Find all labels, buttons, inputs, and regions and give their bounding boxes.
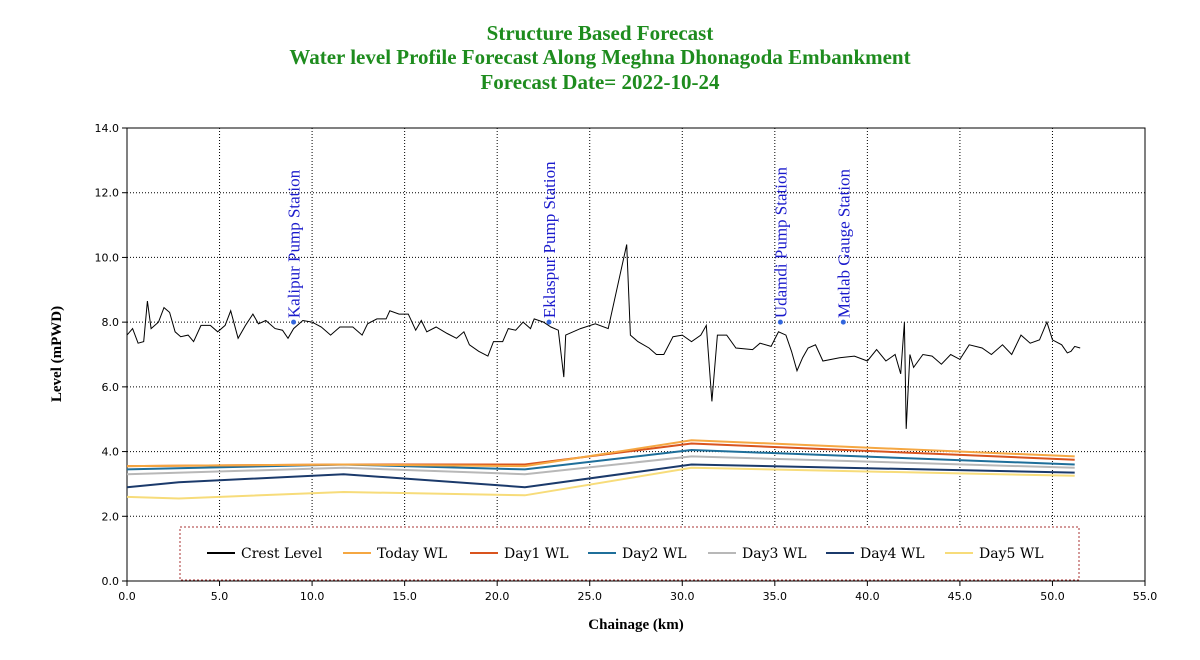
series-line [126,466,1075,500]
x-tick-label: 35.0 [763,590,788,603]
x-tick-label: 10.0 [300,590,325,603]
chart-title: Structure Based Forecast [487,21,714,45]
y-tick-label: 2.0 [102,510,120,523]
y-tick-label: 14.0 [95,122,120,135]
series-line [126,439,1075,468]
legend-label: Day5 WL [979,546,1044,562]
station-label: Matlab Gauge Station [834,168,853,318]
station-point [840,319,846,325]
series-line [126,448,1075,471]
x-axis-label: Chainage (km) [588,617,683,633]
x-tick-label: 55.0 [1133,590,1158,603]
x-tick-label: 0.0 [118,590,136,603]
series-line [126,463,1075,489]
y-tick-label: 0.0 [102,575,120,588]
legend-label: Day3 WL [742,546,807,562]
x-tick-label: 5.0 [211,590,229,603]
station-point [291,319,297,325]
y-tick-label: 6.0 [102,381,120,394]
legend-label: Day1 WL [504,546,569,562]
legend-label: Day4 WL [860,546,925,562]
y-tick-label: 4.0 [102,446,120,459]
x-tick-label: 15.0 [392,590,417,603]
legend-box [179,526,1080,581]
chart-subtitle: Water level Profile Forecast Along Meghn… [289,45,910,69]
series-line [126,244,1081,429]
station-point [777,319,783,325]
station-label: Kalipur Pump Station [285,169,304,318]
x-tick-label: 25.0 [577,590,602,603]
forecast-date: Forecast Date= 2022-10-24 [480,70,720,94]
y-axis-label: Level (mPWD) [49,306,65,402]
y-tick-label: 12.0 [95,187,120,200]
x-tick-label: 40.0 [855,590,880,603]
station-label: Udamdi Pump Station [771,167,790,319]
series-line [126,455,1075,476]
legend-label: Today WL [377,546,447,562]
y-tick-label: 10.0 [95,251,120,264]
y-tick-label: 8.0 [102,316,120,329]
plot-frame [126,127,1146,582]
x-tick-label: 30.0 [670,590,695,603]
station-point [546,319,552,325]
x-tick-label: 50.0 [1040,590,1065,603]
x-tick-label: 45.0 [948,590,973,603]
station-label: Eklaspur Pump Station [540,161,559,318]
legend-label: Crest Level [241,546,323,562]
x-tick-label: 20.0 [485,590,510,603]
legend-label: Day2 WL [622,546,687,562]
